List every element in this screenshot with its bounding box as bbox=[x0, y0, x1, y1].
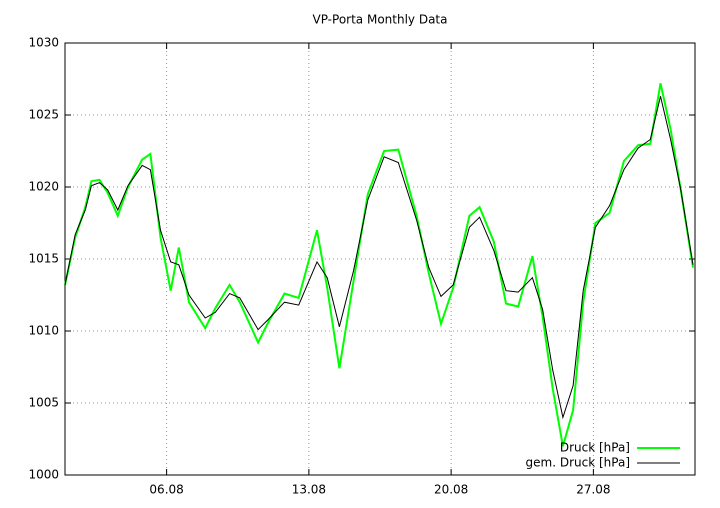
series-line bbox=[64, 83, 694, 447]
y-tick-label: 1005 bbox=[28, 396, 59, 410]
legend-label: gem. Druck [hPa] bbox=[526, 456, 630, 470]
x-tick-label: 06.08 bbox=[149, 483, 183, 497]
y-tick-label: 1025 bbox=[28, 108, 59, 122]
chart-title: VP-Porta Monthly Data bbox=[313, 13, 448, 27]
y-tick-label: 1020 bbox=[28, 180, 59, 194]
y-tick-label: 1030 bbox=[28, 36, 59, 50]
y-tick-label: 1015 bbox=[28, 252, 59, 266]
y-tick-label: 1010 bbox=[28, 324, 59, 338]
x-tick-label: 27.08 bbox=[576, 483, 610, 497]
y-tick-label: 1000 bbox=[28, 468, 59, 482]
series-line bbox=[64, 96, 694, 420]
plot-frame bbox=[64, 42, 696, 476]
x-tick-label: 20.08 bbox=[434, 483, 468, 497]
x-tick-label: 13.08 bbox=[292, 483, 326, 497]
legend-label: Druck [hPa] bbox=[560, 441, 630, 455]
